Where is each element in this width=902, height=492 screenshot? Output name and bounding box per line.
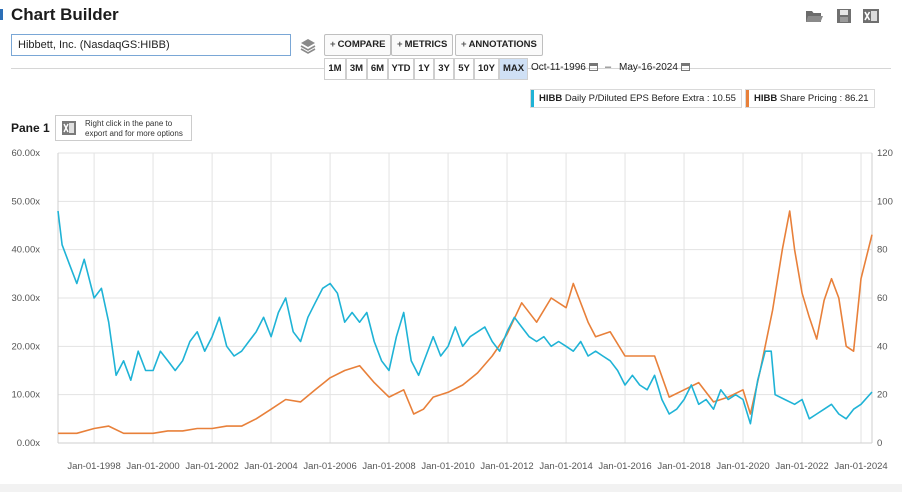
y-right-tick-label: 40 xyxy=(877,341,888,352)
range-10y-button[interactable]: 10Y xyxy=(474,58,499,80)
plus-icon: + xyxy=(330,39,336,50)
date-range-dash: – xyxy=(605,61,612,73)
header: Chart Builder xyxy=(0,0,902,32)
start-date-field[interactable]: Oct-11-1996 xyxy=(531,62,598,73)
legend-ticker: HIBB xyxy=(754,93,778,104)
y-left-tick-label: 40.00x xyxy=(11,245,40,256)
range-5y-button[interactable]: 5Y xyxy=(454,58,474,80)
metrics-button[interactable]: + METRICS xyxy=(391,34,454,56)
x-tick-label: Jan-01-2024 xyxy=(834,461,887,472)
range-1m-button[interactable]: 1M xyxy=(324,58,346,80)
y-left-tick-label: 0.00x xyxy=(17,438,40,449)
range-ytd-button[interactable]: YTD xyxy=(388,58,414,80)
x-tick-label: Jan-01-2002 xyxy=(185,461,238,472)
y-right-tick-label: 20 xyxy=(877,390,888,401)
pane-title: Pane 1 xyxy=(11,121,50,135)
legend-label: Daily P/Diluted EPS Before Extra : 10.55 xyxy=(564,93,736,104)
legend-item-pe[interactable]: HIBB Daily P/Diluted EPS Before Extra : … xyxy=(530,89,742,108)
y-left-tick-label: 30.00x xyxy=(11,293,40,304)
x-tick-label: Jan-01-2010 xyxy=(421,461,474,472)
x-tick-label: Jan-01-2008 xyxy=(362,461,415,472)
annotations-label: ANNOTATIONS xyxy=(468,39,537,50)
plus-icon: + xyxy=(397,39,403,50)
range-3m-button[interactable]: 3M xyxy=(346,58,367,80)
plus-icon: + xyxy=(461,39,467,50)
legend-ticker: HIBB xyxy=(539,93,563,104)
x-tick-label: Jan-01-2012 xyxy=(480,461,533,472)
y-left-tick-label: 50.00x xyxy=(11,196,40,207)
company-search-input[interactable] xyxy=(11,34,291,56)
x-tick-label: Jan-01-2000 xyxy=(126,461,179,472)
legend-item-price[interactable]: HIBB Share Pricing : 86.21 xyxy=(745,89,875,108)
end-date-value: May-16-2024 xyxy=(619,62,678,73)
export-hint-box[interactable]: Right click in the pane to export and fo… xyxy=(55,115,192,141)
compare-button[interactable]: + COMPARE xyxy=(324,34,392,56)
x-tick-label: Jan-01-2014 xyxy=(539,461,592,472)
save-icon[interactable] xyxy=(835,8,853,24)
folder-open-icon[interactable] xyxy=(805,8,823,24)
legend-label: Share Pricing : 86.21 xyxy=(779,93,869,104)
chart-svg[interactable]: 60.00x 120 50.00x 100 40.00x 80 30.00x 60 20.00x… xyxy=(0,145,902,482)
y-right-tick-label: 120 xyxy=(877,148,893,159)
x-tick-label: Jan-01-1998 xyxy=(67,461,120,472)
calendar-icon[interactable] xyxy=(588,63,598,72)
annotations-button[interactable]: + ANNOTATIONS xyxy=(455,34,543,56)
excel-icon[interactable] xyxy=(62,121,76,135)
compare-label: COMPARE xyxy=(337,39,386,50)
excel-icon[interactable] xyxy=(862,8,880,24)
x-tick-label: Jan-01-2016 xyxy=(598,461,651,472)
range-1y-button[interactable]: 1Y xyxy=(414,58,434,80)
x-tick-label: Jan-01-2006 xyxy=(303,461,356,472)
footer-bar xyxy=(0,484,902,492)
window-edge-mark xyxy=(0,9,3,20)
series-line-pe[interactable] xyxy=(57,210,873,425)
y-left-tick-label: 10.00x xyxy=(11,390,40,401)
y-left-tick-label: 60.00x xyxy=(11,148,40,159)
x-tick-label: Jan-01-2004 xyxy=(244,461,297,472)
start-date-value: Oct-11-1996 xyxy=(531,62,586,73)
export-hint-text: Right click in the pane to export and fo… xyxy=(85,119,183,138)
y-right-tick-label: 60 xyxy=(877,293,888,304)
range-6m-button[interactable]: 6M xyxy=(367,58,388,80)
end-date-field[interactable]: May-16-2024 xyxy=(619,62,690,73)
page-title: Chart Builder xyxy=(11,5,119,24)
series-line-price[interactable] xyxy=(58,210,873,435)
range-max-button[interactable]: MAX xyxy=(499,58,528,80)
y-right-tick-label: 80 xyxy=(877,245,888,256)
y-right-tick-label: 100 xyxy=(877,196,893,207)
y-right-tick-label: 0 xyxy=(877,438,882,449)
y-left-tick-label: 20.00x xyxy=(11,341,40,352)
calendar-icon[interactable] xyxy=(680,63,690,72)
range-3y-button[interactable]: 3Y xyxy=(434,58,454,80)
metrics-label: METRICS xyxy=(404,39,448,50)
x-tick-label: Jan-01-2022 xyxy=(775,461,828,472)
x-tick-label: Jan-01-2018 xyxy=(657,461,710,472)
layers-icon[interactable] xyxy=(299,37,317,55)
x-tick-label: Jan-01-2020 xyxy=(716,461,769,472)
legend-swatch-pe xyxy=(531,90,534,107)
legend-swatch-price xyxy=(746,90,749,107)
